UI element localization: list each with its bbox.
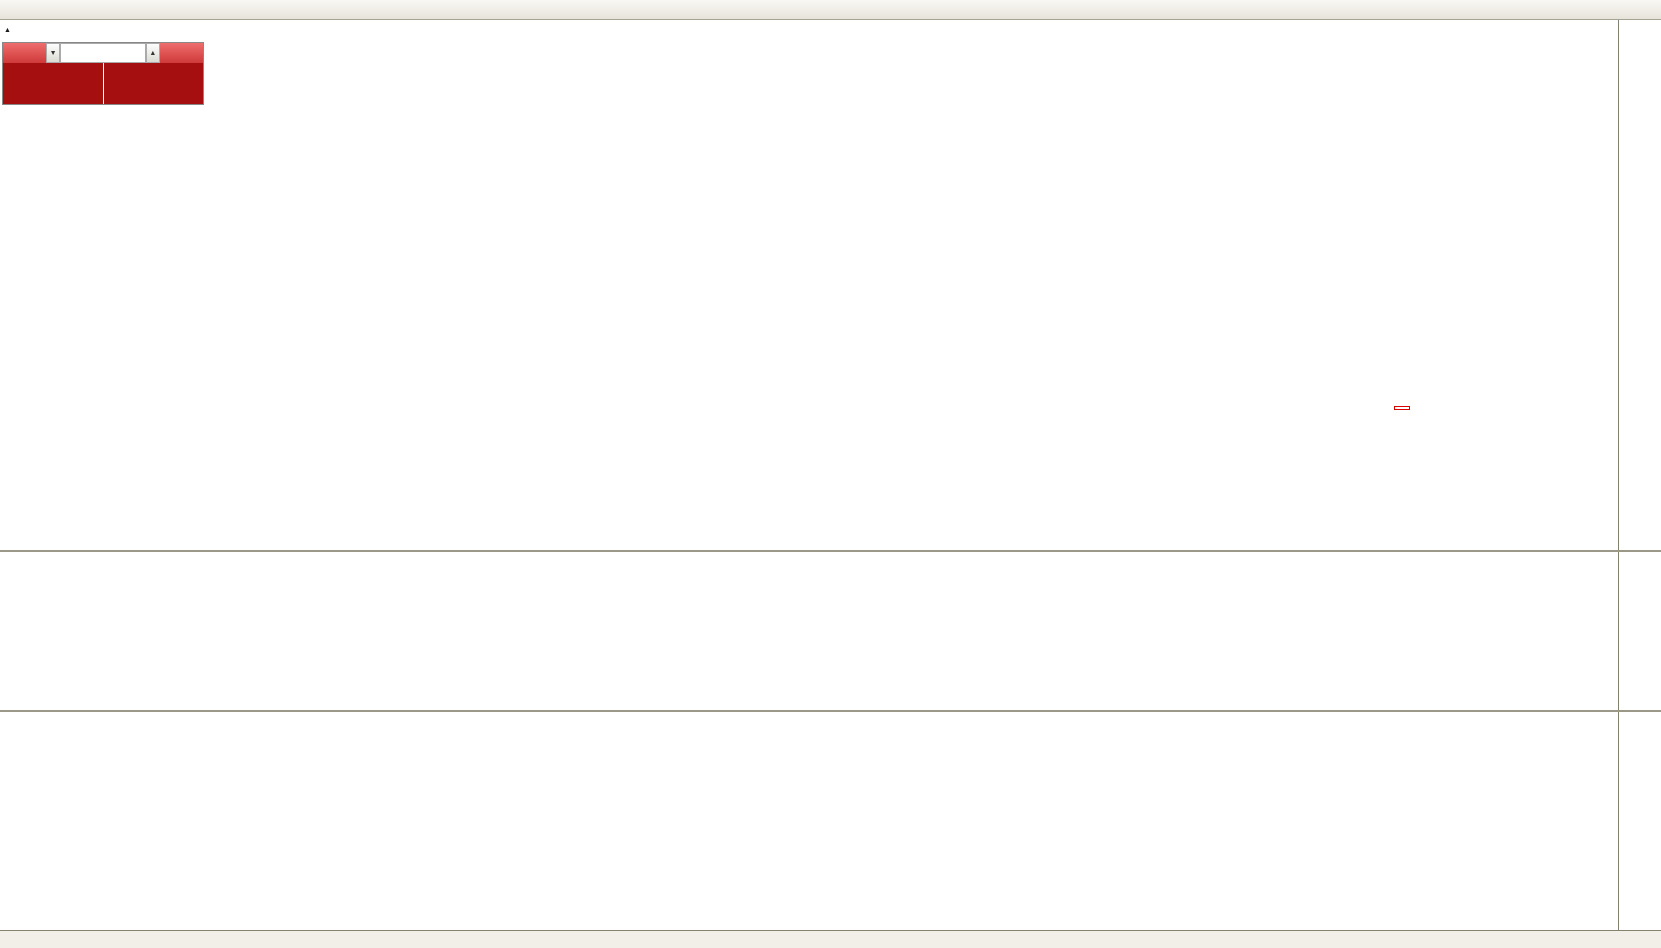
buy-button[interactable]: [159, 43, 203, 63]
panel-divider[interactable]: [0, 550, 1661, 552]
buy-price-button[interactable]: [103, 63, 203, 104]
symbol-info: ▲: [4, 27, 36, 34]
volume-increase-button[interactable]: ▲: [146, 43, 160, 63]
volume-decrease-button[interactable]: ▼: [46, 43, 60, 63]
trade-panel-prices: [3, 63, 203, 104]
price-axis[interactable]: [1618, 20, 1661, 930]
toolbar: [0, 0, 1661, 20]
volume-input[interactable]: [60, 43, 146, 63]
price-level-callout[interactable]: [1394, 406, 1410, 410]
sell-price-button[interactable]: [3, 63, 103, 104]
panel-divider[interactable]: [0, 710, 1661, 712]
chart-marker-icon: ▲: [4, 27, 11, 34]
trade-panel-controls: ▼ ▲: [3, 43, 203, 63]
one-click-trading-panel: ▼ ▲: [2, 42, 204, 105]
chevron-up-icon: ▲: [149, 49, 157, 57]
sell-button[interactable]: [3, 43, 47, 63]
chevron-down-icon: ▼: [49, 49, 57, 57]
time-axis[interactable]: [0, 930, 1661, 948]
